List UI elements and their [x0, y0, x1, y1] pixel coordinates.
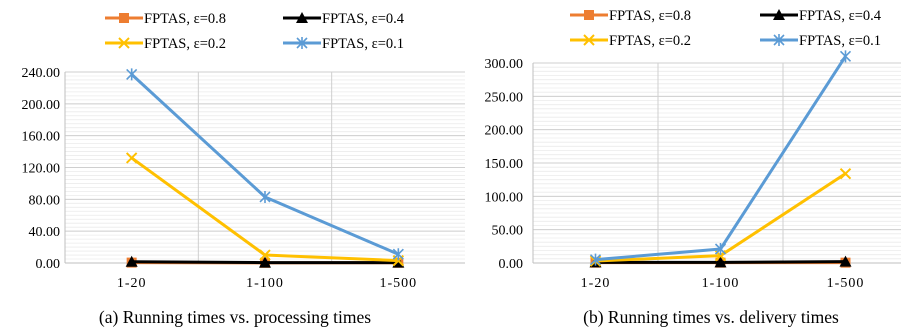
- series-4: [589, 50, 852, 266]
- y-tick-label: 200.00: [22, 98, 61, 113]
- legend-item: FPTAS, ε=0.1: [283, 36, 404, 52]
- data-point: [839, 167, 852, 180]
- x-tick-label: 1-20: [117, 276, 147, 291]
- y-tick-label: 150.00: [485, 157, 524, 172]
- legend-marker: [773, 34, 785, 46]
- data-point: [714, 256, 727, 268]
- y-tick-label: 0.00: [36, 257, 61, 272]
- y-tick-labels: 0.00 50.00 100.00 150.00 200.00 250.00 300.00: [485, 57, 524, 272]
- data-point: [125, 152, 138, 164]
- major-gridlines: [65, 71, 465, 264]
- data-point: [839, 255, 852, 267]
- data-point: [259, 256, 271, 268]
- legend-marker: [119, 13, 129, 23]
- legend-label: FPTAS, ε=0.8: [144, 11, 226, 27]
- data-point: [125, 255, 138, 267]
- legend: FPTAS, ε=0.8 FPTAS, ε=0.4 FPTAS, ε=0.2 FPTA…: [570, 8, 882, 49]
- legend: FPTAS, ε=0.8 FPTAS, ε=0.4 FPTAS, ε=0.2 FPTA…: [105, 11, 405, 52]
- figure-caption: (a) Running times vs. processing times: [99, 307, 371, 327]
- y-tick-label: 120.00: [22, 162, 61, 177]
- y-tick-label: 40.00: [29, 225, 61, 240]
- legend-label: FPTAS, ε=0.4: [799, 8, 882, 24]
- y-tick-label: 160.00: [22, 130, 61, 145]
- series-3: [125, 152, 405, 267]
- legend-marker: [296, 37, 308, 49]
- data-point: [259, 249, 271, 261]
- x-tick-labels: 1-20 1-100 1-500: [581, 276, 865, 291]
- y-tick-label: 0.00: [499, 257, 524, 272]
- legend-item: FPTAS, ε=0.2: [570, 33, 691, 49]
- legend-label: FPTAS, ε=0.2: [609, 33, 691, 49]
- major-gridlines: [533, 62, 901, 264]
- x-tick-label: 1-100: [246, 276, 284, 291]
- legend-label: FPTAS, ε=0.1: [799, 33, 881, 49]
- legend-item: FPTAS, ε=0.4: [760, 8, 882, 24]
- data-point: [126, 68, 138, 81]
- y-tick-label: 240.00: [22, 66, 61, 81]
- y-tick-label: 250.00: [485, 90, 524, 105]
- legend-item: FPTAS, ε=0.4: [283, 11, 405, 27]
- figure-caption: (b) Running times vs. delivery times: [583, 307, 839, 327]
- legend-label: FPTAS, ε=0.8: [609, 8, 691, 24]
- x-tick-labels: 1-20 1-100 1-500: [117, 276, 417, 291]
- y-tick-label: 80.00: [29, 193, 61, 208]
- x-tick-label: 1-500: [827, 276, 865, 291]
- x-tick-label: 1-20: [581, 276, 611, 291]
- data-point: [259, 190, 271, 203]
- legend-label: FPTAS, ε=0.4: [322, 11, 405, 27]
- legend-marker: [118, 37, 130, 49]
- legend-marker: [584, 10, 594, 20]
- data-point: [714, 243, 727, 255]
- x-tick-label: 1-500: [379, 276, 417, 291]
- data-point: [839, 50, 852, 63]
- series-2: [125, 255, 405, 268]
- legend-label: FPTAS, ε=0.1: [322, 36, 404, 52]
- legend-item: FPTAS, ε=0.2: [105, 36, 226, 52]
- chart-a: 0.00 40.00 80.00 120.00 160.00 200.00 240.00 1-…: [22, 11, 465, 327]
- y-tick-label: 200.00: [485, 124, 524, 139]
- y-tick-label: 50.00: [492, 224, 524, 239]
- series-line: [130, 156, 399, 263]
- chart-b: 0.00 50.00 100.00 150.00 200.00 250.00 300.00 1…: [485, 8, 901, 327]
- data-point: [589, 253, 602, 266]
- y-tick-label: 300.00: [485, 57, 524, 72]
- series-4: [126, 68, 404, 261]
- legend-marker: [583, 34, 595, 46]
- y-tick-label: 100.00: [485, 190, 524, 205]
- x-tick-label: 1-100: [702, 276, 740, 291]
- series-line: [595, 55, 847, 262]
- legend-marker: [296, 12, 308, 23]
- legend-item: FPTAS, ε=0.8: [570, 8, 691, 24]
- legend-marker: [773, 9, 785, 20]
- legend-item: FPTAS, ε=0.8: [105, 11, 226, 27]
- legend-item: FPTAS, ε=0.1: [760, 33, 881, 49]
- data-point: [392, 248, 404, 261]
- y-tick-labels: 0.00 40.00 80.00 120.00 160.00 200.00 240.00: [22, 66, 61, 272]
- legend-label: FPTAS, ε=0.2: [144, 36, 226, 52]
